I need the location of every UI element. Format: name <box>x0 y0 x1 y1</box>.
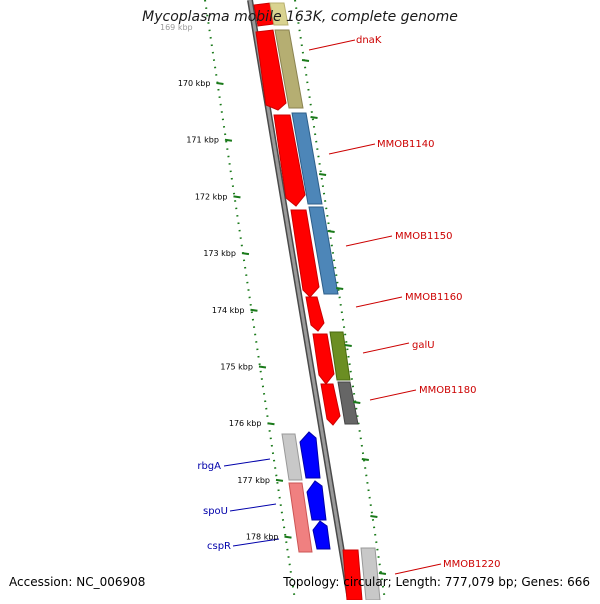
map-title: Mycoplasma mobile 163K, complete genome <box>142 9 458 25</box>
cog-bar-dnak <box>274 29 304 109</box>
ruler-tick-outer <box>344 344 352 347</box>
ruler-tick-major <box>275 478 284 482</box>
ruler-tick-outer <box>301 59 310 62</box>
ruler-label: 170 kbp <box>178 79 211 88</box>
ruler-tick-outer <box>310 116 318 119</box>
topology-summary: Topology: circular; Length: 777,079 bp; … <box>283 575 590 589</box>
ruler-labels: 170 kbp 171 kbp 172 kbp 173 kbp 174 kbp 175 k… <box>178 79 279 542</box>
ruler-tick-outer <box>370 515 378 518</box>
ruler-label: 173 kbp <box>203 249 236 258</box>
ruler-label: 174 kbp <box>212 306 245 315</box>
cog-bar-spou <box>288 482 313 553</box>
gene-arrow-mmob1140[interactable] <box>273 114 306 207</box>
gene-arrow-galu[interactable] <box>312 333 335 385</box>
cog-bar-rbga <box>281 433 303 481</box>
ruler-tick-outer <box>378 572 387 575</box>
gene-label-mmob1220: MMOB1220 <box>443 559 500 570</box>
ruler-label: 175 kbp <box>220 363 253 372</box>
ruler-tick-major <box>233 195 241 199</box>
ruler-tick-major <box>241 252 250 256</box>
accession-label: Accession: NC_006908 <box>9 575 146 589</box>
ruler-label-faint-top: 169 kbp <box>160 23 193 32</box>
cog-bar-partial-top <box>269 2 289 26</box>
ruler-tick-major <box>258 365 267 369</box>
gene-label-rbga: rbgA <box>197 461 221 472</box>
cog-bar-mmob1140 <box>291 112 323 205</box>
gene-label-dnak: dnaK <box>356 35 382 46</box>
ruler-ticks <box>216 59 387 575</box>
gene-arrow-mmob1180[interactable] <box>320 383 341 426</box>
gene-arrow-mmob1150[interactable] <box>290 209 320 298</box>
ruler-tick-major <box>216 82 224 85</box>
reverse-callouts <box>223 458 280 547</box>
ruler-tick-outer <box>353 401 361 404</box>
gene-arrow-cspr[interactable] <box>312 520 331 550</box>
ruler-label: 178 kbp <box>246 533 279 542</box>
cog-bar-mmob1220 <box>360 547 381 601</box>
cog-bar-mmob1180 <box>337 381 359 425</box>
ruler-tick-major <box>267 422 275 426</box>
gene-label-mmob1140: MMOB1140 <box>377 139 434 150</box>
ruler-tick-major <box>250 308 258 312</box>
ruler-tick-major <box>284 535 292 539</box>
ruler-label: 177 kbp <box>237 476 270 485</box>
ruler-tick-major <box>224 138 233 142</box>
ruler-label: 171 kbp <box>186 136 219 145</box>
forward-callouts <box>308 39 442 575</box>
ruler-tick-outer <box>361 458 369 461</box>
ruler-tick-outer <box>327 230 335 233</box>
gene-arrow-spou[interactable] <box>306 480 327 521</box>
ruler-label: 172 kbp <box>195 192 228 201</box>
ruler-label: 176 kbp <box>229 419 262 428</box>
gene-arrow-dnak[interactable] <box>255 29 287 111</box>
gene-label-cspr: cspR <box>207 541 231 552</box>
gene-arrow-rbga[interactable] <box>299 431 321 479</box>
ruler-tick-outer <box>336 287 344 290</box>
ruler-tick-outer <box>318 173 327 176</box>
gene-label-mmob1160: MMOB1160 <box>405 292 462 303</box>
gene-label-spou: spoU <box>203 506 228 517</box>
cog-bar-mmob1150 <box>308 206 339 295</box>
gene-label-galu: galU <box>412 340 435 351</box>
cog-bar-galu <box>329 331 351 381</box>
gene-label-mmob1150: MMOB1150 <box>395 231 452 242</box>
gene-arrow-mmob1160[interactable] <box>305 296 325 332</box>
gene-label-mmob1180: MMOB1180 <box>419 385 476 396</box>
